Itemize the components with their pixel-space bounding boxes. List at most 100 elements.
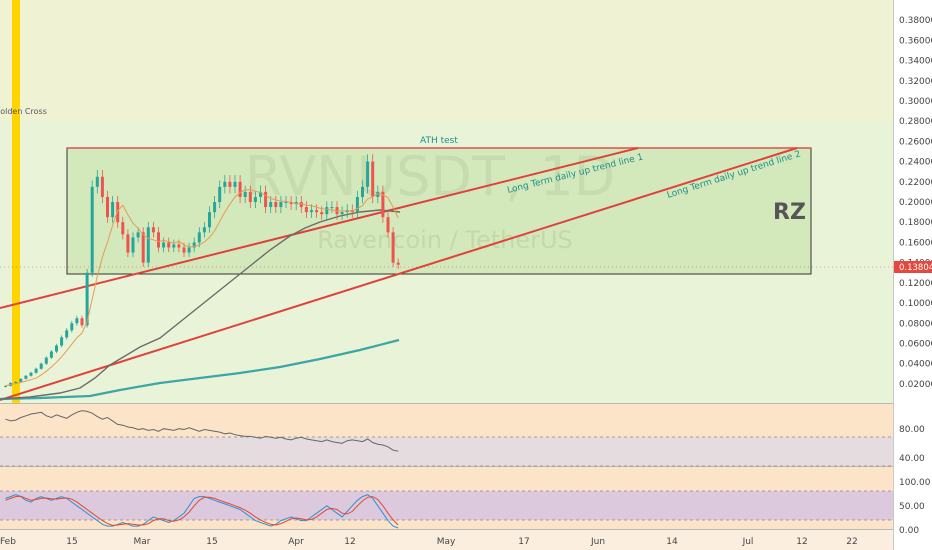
time-tick-label: 15 [66, 537, 77, 547]
resistance-zone-box[interactable] [66, 147, 812, 275]
candle-body [151, 227, 155, 233]
candle-body [126, 234, 130, 253]
time-tick-label: 14 [666, 537, 678, 547]
watermark-symbol: RVNUSDT, 1D [245, 145, 616, 208]
candle-body [202, 227, 206, 233]
candle-body [253, 196, 257, 203]
golden-cross-bar[interactable] [12, 0, 20, 403]
candle-body [361, 186, 364, 197]
time-tick-label: May [437, 537, 456, 547]
candle-body [315, 210, 319, 213]
trend-line-2[interactable] [0, 147, 798, 401]
price-scale-background [893, 0, 932, 550]
candle-body [340, 212, 344, 215]
candle-body [213, 202, 217, 213]
candle-body [157, 232, 160, 248]
stoch-k-line [5, 494, 399, 529]
candle-body [381, 191, 385, 218]
candle-body [310, 210, 313, 213]
stoch-tick-0: 0.00 [899, 526, 919, 536]
main-pane-upper-band [0, 0, 893, 120]
candle-body [371, 161, 375, 197]
candle-body [366, 161, 370, 187]
time-axis-background [0, 529, 893, 550]
candle-body [197, 232, 201, 243]
rsi-tick-40: 40.00 [899, 454, 925, 464]
candle-body [172, 244, 176, 248]
candle-body [65, 330, 69, 338]
candle-body [136, 232, 140, 238]
candle-body [238, 181, 242, 197]
zone-label: RZ [773, 200, 806, 225]
candle-body [279, 202, 283, 208]
time-axis: Feb 15 Mar 15 Apr 12 May 17 Jun 14 Jul 12 22 [0, 537, 858, 547]
time-tick-label: Jul [742, 537, 754, 547]
candle-body [325, 207, 329, 215]
candle-body [121, 222, 125, 235]
time-tick-label: Mar [134, 537, 151, 547]
candle-body [90, 186, 94, 273]
stoch-band [0, 491, 893, 520]
rsi-tick-80: 80.00 [899, 425, 925, 435]
trend-line-1[interactable] [0, 147, 639, 309]
candle-body [29, 372, 33, 376]
candle-body [320, 212, 324, 215]
gray-step-moving-average [0, 209, 401, 400]
candle-body [177, 244, 181, 248]
current-price-tag [894, 261, 932, 273]
candle-body [386, 217, 390, 233]
candle-body [218, 186, 222, 203]
candle-body [259, 191, 262, 197]
candle-body [182, 247, 186, 253]
candle-body [131, 237, 135, 253]
price-candles [4, 154, 400, 388]
current-price-value: 0.13804 [899, 263, 932, 273]
time-tick-label: 12 [344, 537, 355, 547]
time-tick-label: Jun [590, 537, 605, 547]
candle-body [167, 242, 171, 248]
time-tick-label: Apr [288, 537, 304, 547]
stoch-tick-50: 50.00 [899, 502, 925, 512]
candle-body [60, 337, 64, 346]
candle-body [187, 247, 191, 253]
candle-body [24, 375, 28, 379]
candle-body [4, 385, 7, 387]
candle-body [289, 202, 293, 205]
candle-body [391, 232, 395, 263]
candle-body [85, 272, 89, 326]
rsi-band [0, 437, 893, 466]
candle-body [95, 176, 99, 187]
rsi-line [5, 410, 399, 452]
teal-moving-average [0, 338, 400, 401]
candle-body [294, 202, 298, 205]
candle-body [208, 212, 211, 228]
candle-body [39, 363, 43, 369]
time-tick-label: 15 [206, 537, 217, 547]
candle-body [141, 232, 145, 263]
candle-body [243, 191, 247, 197]
candle-body [248, 191, 252, 203]
time-tick-label: 17 [518, 537, 529, 547]
stoch-tick-100: 100.00 [899, 478, 931, 488]
golden-cross-label: Golden Cross [0, 107, 47, 116]
candle-body [80, 318, 84, 326]
candle-body [106, 196, 109, 218]
candle-body [44, 357, 48, 364]
candle-body [34, 368, 38, 373]
candle-body [396, 262, 400, 265]
